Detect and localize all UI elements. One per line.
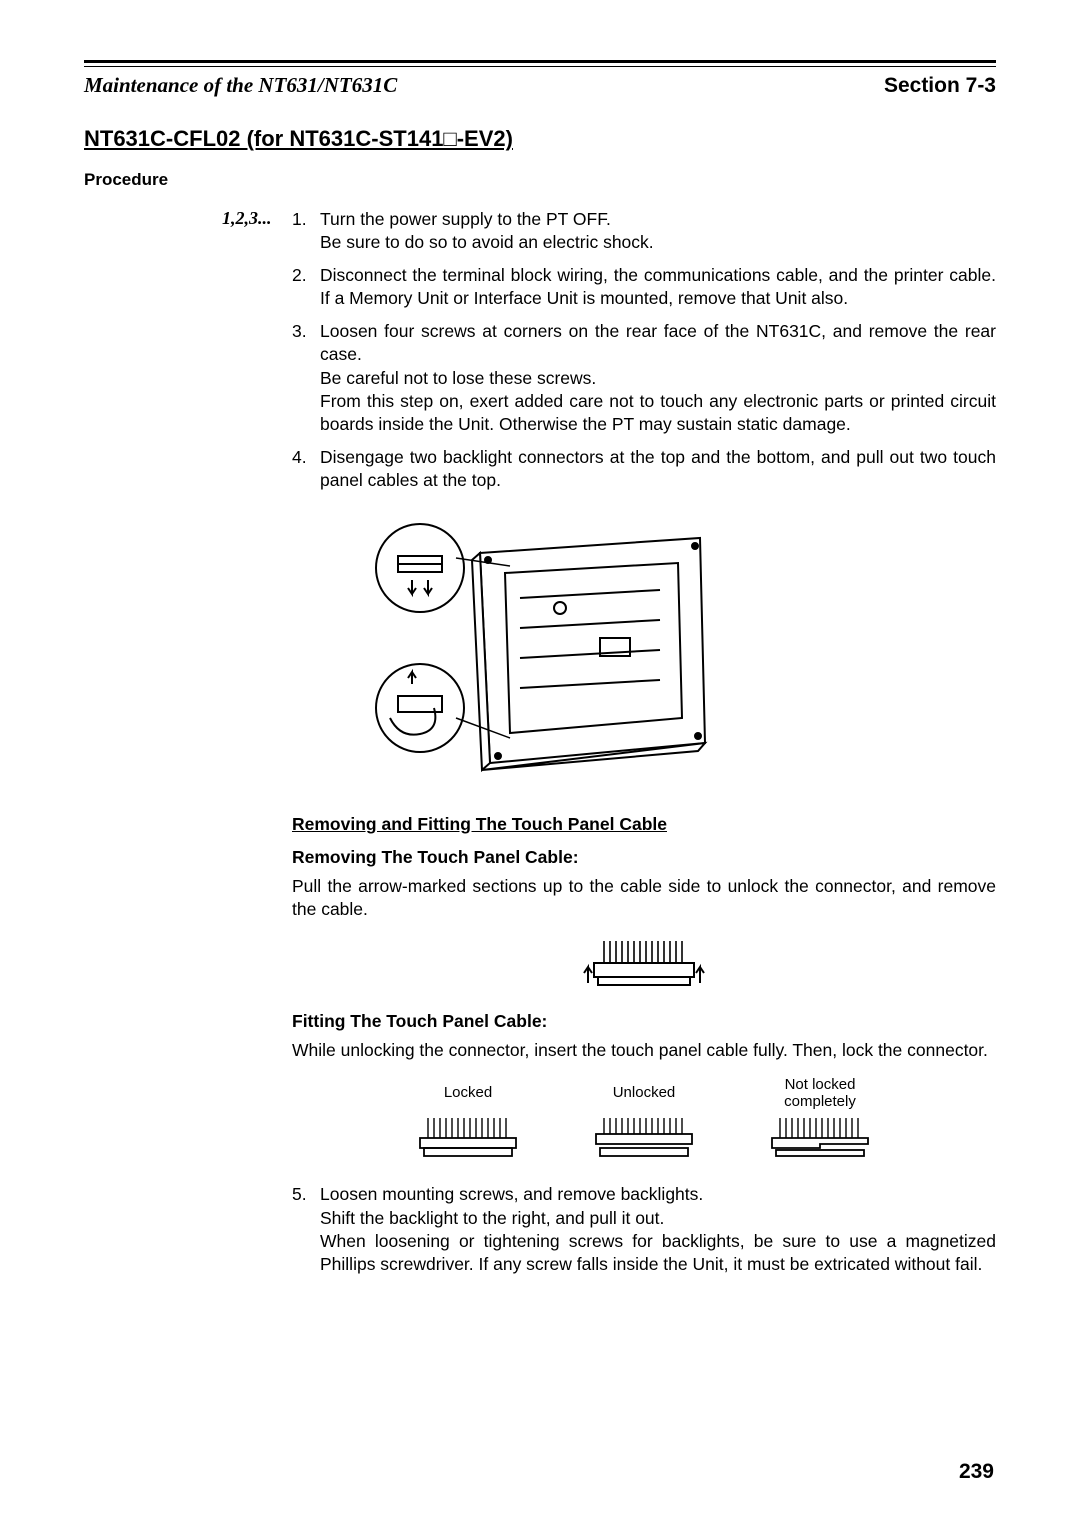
step-text: Loosen mounting screws, and remove backl… — [320, 1183, 996, 1275]
step-text: Disconnect the terminal block wiring, th… — [320, 264, 996, 310]
remove-paragraph: Pull the arrow-marked sections up to the… — [292, 875, 996, 921]
step-item: 5. Loosen mounting screws, and remove ba… — [292, 1183, 996, 1275]
step-item: 1. Turn the power supply to the PT OFF. … — [292, 208, 996, 254]
step-number: 1. — [292, 208, 320, 254]
lock-state-partial: Not locked completely — [755, 1076, 885, 1166]
steps-block-2: 5. Loosen mounting screws, and remove ba… — [222, 1183, 996, 1275]
lock-label: Not locked completely — [755, 1076, 885, 1112]
step-number: 4. — [292, 446, 320, 492]
header-right: Section 7-3 — [884, 74, 996, 98]
lock-state-locked: Locked — [403, 1076, 533, 1166]
procedure-label: Procedure — [84, 170, 996, 190]
step-item: 2. Disconnect the terminal block wiring,… — [292, 264, 996, 310]
lock-label: Unlocked — [579, 1076, 709, 1112]
fit-paragraph: While unlocking the connector, insert th… — [292, 1039, 996, 1062]
section-title: NT631C-CFL02 (for NT631C-ST141□-EV2) — [84, 126, 996, 152]
step-number: 3. — [292, 320, 320, 435]
subsection-heading: Removing and Fitting The Touch Panel Cab… — [292, 813, 996, 836]
running-header: Maintenance of the NT631/NT631C Section … — [84, 73, 996, 98]
header-left: Maintenance of the NT631/NT631C — [84, 73, 397, 98]
device-diagram — [84, 508, 996, 793]
step-text: Disengage two backlight connectors at th… — [320, 446, 996, 492]
connector-single-diagram — [292, 937, 996, 999]
steps-block: 1,2,3... 1. Turn the power supply to the… — [222, 208, 996, 492]
step-number: 5. — [292, 1183, 320, 1275]
document-page: Maintenance of the NT631/NT631C Section … — [0, 0, 1080, 1528]
lock-label: Locked — [403, 1076, 533, 1112]
page-number: 239 — [959, 1460, 994, 1484]
header-rule — [84, 60, 996, 67]
lock-state-unlocked: Unlocked — [579, 1076, 709, 1166]
fit-heading: Fitting The Touch Panel Cable: — [292, 1010, 996, 1033]
touch-panel-section: Removing and Fitting The Touch Panel Cab… — [292, 813, 996, 1165]
steps-lead: 1,2,3... — [222, 208, 292, 264]
step-text: Loosen four screws at corners on the rea… — [320, 320, 996, 435]
step-text: Turn the power supply to the PT OFF. Be … — [320, 208, 996, 254]
remove-heading: Removing The Touch Panel Cable: — [292, 846, 996, 869]
step-item: 4. Disengage two backlight connectors at… — [292, 446, 996, 492]
step-item: 3. Loosen four screws at corners on the … — [292, 320, 996, 435]
lock-states-row: Locked — [292, 1076, 996, 1166]
step-number: 2. — [292, 264, 320, 310]
